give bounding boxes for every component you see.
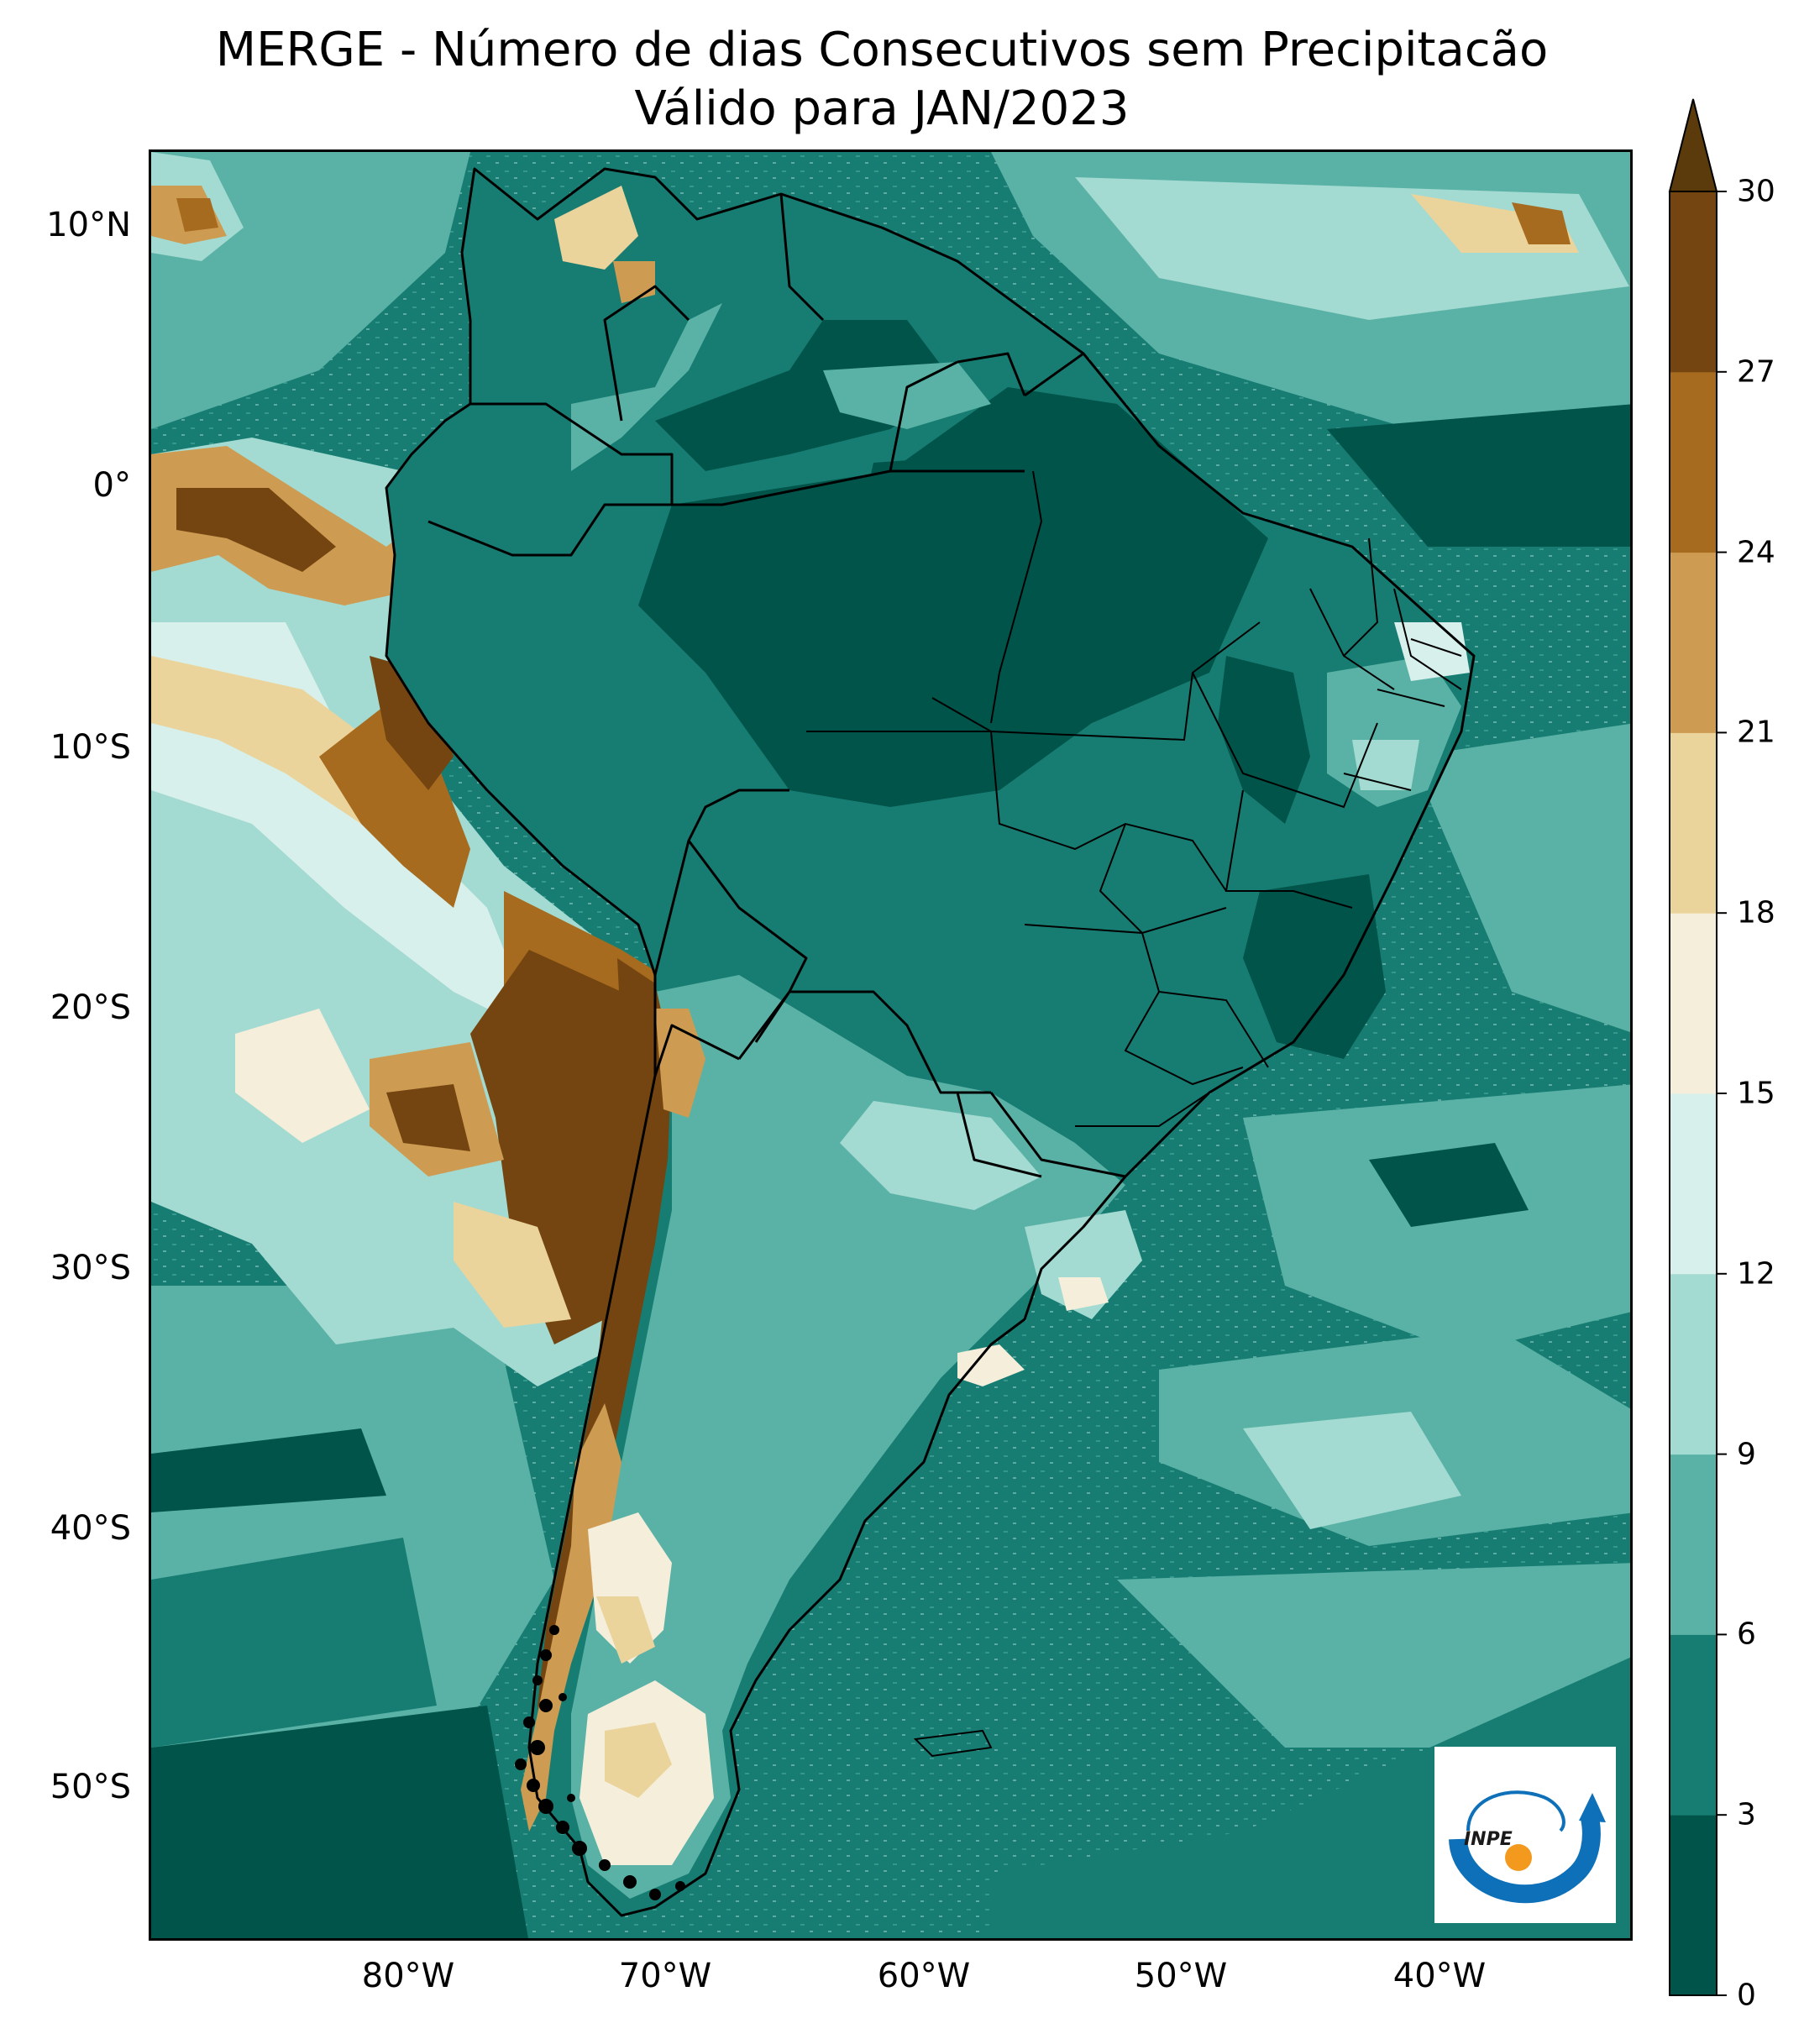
country-boundaries	[385, 167, 1476, 1917]
map-panel	[149, 149, 1633, 1941]
colorbar-tick-label: 0	[1737, 1978, 1756, 2013]
colorbar-segment	[1670, 552, 1717, 733]
colorbar-segment	[1670, 371, 1717, 553]
falklands	[913, 1729, 993, 1758]
colorbar-segment	[1670, 1634, 1717, 1816]
lon-tick-label: 40°W	[1392, 1957, 1487, 1995]
map-title: MERGE - Número de dias Consecutivos sem …	[215, 23, 1549, 77]
lon-tick-label: 70°W	[618, 1957, 712, 1995]
colorbar-tick-label: 15	[1737, 1076, 1775, 1111]
lat-tick-label: 10°S	[50, 728, 131, 767]
lat-tick-label: 10°N	[46, 206, 131, 244]
colorbar-segment	[1670, 1093, 1717, 1275]
ocean-precip-fields	[151, 152, 1630, 1938]
chile-fjords	[515, 1625, 685, 1900]
colorbar-tick-label: 30	[1737, 174, 1775, 209]
lat-tick-label: 30°S	[50, 1249, 131, 1287]
state-boundaries	[806, 470, 1462, 1127]
colorbar-segment	[1670, 1454, 1717, 1635]
colorbar-tick-label: 18	[1737, 895, 1775, 930]
colorbar-tick-label: 12	[1737, 1256, 1775, 1292]
colorbar-tick-label: 21	[1737, 715, 1775, 750]
precipitation-map	[151, 152, 1630, 1938]
lon-tick-label: 60°W	[877, 1957, 971, 1995]
lat-tick-label: 0°	[92, 466, 131, 505]
colorbar-segment	[1670, 1815, 1717, 1996]
south-america-landmass	[386, 169, 1474, 1916]
colorbar-segment	[1670, 732, 1717, 914]
pacific-dry-zone	[151, 152, 689, 1386]
lat-tick-label: 50°S	[50, 1768, 131, 1806]
map-subtitle: Válido para JAN/2023	[634, 81, 1130, 136]
lon-tick-label: 50°W	[1134, 1957, 1228, 1995]
colorbar-tick-label: 27	[1737, 354, 1775, 390]
lat-tick-label: 20°S	[50, 988, 131, 1027]
colorbar-segment	[1670, 913, 1717, 1094]
lat-tick-label: 40°S	[50, 1509, 131, 1548]
colorbar-tick-label: 9	[1737, 1437, 1756, 1472]
inpe-logo: INPE	[1434, 1747, 1616, 1923]
colorbar-segment	[1670, 191, 1717, 373]
lon-tick-label: 80°W	[361, 1957, 455, 1995]
colorbar-tick-label: 3	[1737, 1797, 1756, 1832]
colorbar-segment	[1670, 1273, 1717, 1455]
inpe-logo-icon: INPE	[1449, 1790, 1606, 1904]
svg-text:INPE: INPE	[1464, 1829, 1513, 1850]
colorbar-tick-label: 24	[1737, 535, 1775, 570]
colorbar-tick-label: 6	[1737, 1617, 1756, 1652]
